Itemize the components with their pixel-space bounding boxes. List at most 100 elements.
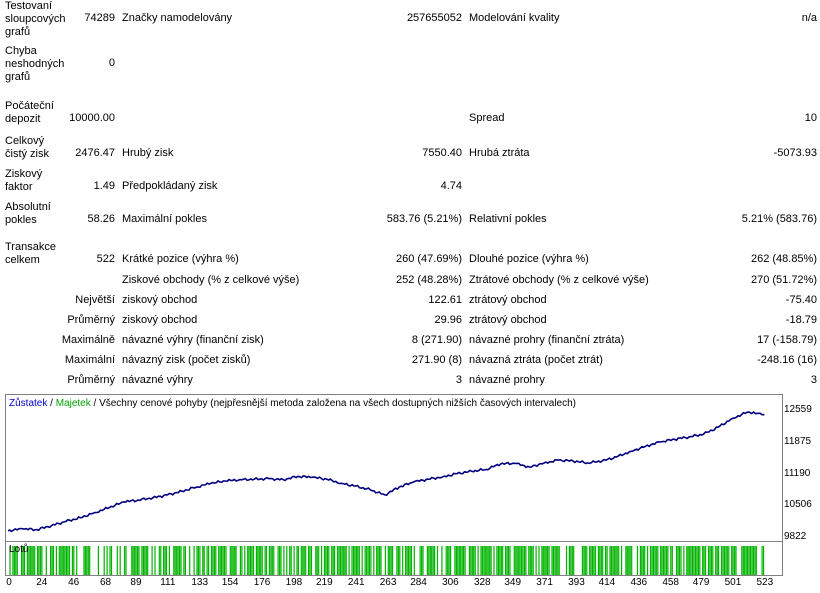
- lot-bar: [429, 546, 431, 575]
- balance-chart: Zůstatek / Majetek / Všechny cenové pohy…: [5, 394, 783, 543]
- y-tick-label: 12559: [784, 404, 812, 415]
- x-tick-label: 154: [221, 577, 239, 588]
- lot-bar: [741, 546, 743, 575]
- lot-bar: [293, 546, 295, 575]
- x-tick-label: 176: [253, 577, 271, 588]
- x-tick-label: 414: [598, 577, 616, 588]
- lot-bar: [490, 546, 492, 575]
- lot-bar: [448, 546, 450, 575]
- lot-bar: [141, 546, 143, 575]
- x-tick-label: 328: [473, 577, 491, 588]
- lot-bar: [373, 546, 375, 575]
- lot-bar: [265, 546, 268, 575]
- lot-bar: [308, 546, 310, 575]
- value-cell: 257655052: [406, 12, 462, 24]
- lot-bar: [500, 546, 502, 575]
- lot-bar: [687, 546, 689, 575]
- label-cell: Ziskové obchody (% z celkové výše): [122, 274, 300, 286]
- lot-bar: [450, 546, 452, 575]
- lot-bar: [432, 546, 434, 575]
- lot-bar: [538, 546, 540, 575]
- label-cell: návazné prohry (finanční ztráta): [469, 334, 625, 346]
- lot-bar: [434, 546, 436, 575]
- value-cell: n/a: [801, 12, 817, 24]
- lot-bar: [570, 546, 572, 575]
- lot-bar: [676, 546, 678, 575]
- lot-bar: [351, 546, 353, 575]
- lot-bar: [649, 546, 652, 575]
- lot-bar: [58, 546, 60, 575]
- lot-bar: [132, 546, 134, 575]
- x-tick-label: 219: [315, 577, 333, 588]
- lot-bar: [160, 546, 162, 575]
- lot-bar: [180, 546, 182, 575]
- lot-bar: [571, 546, 573, 575]
- lot-bar: [348, 546, 350, 575]
- lot-bar: [87, 546, 89, 575]
- lot-bar: [445, 546, 447, 575]
- lot-bar: [605, 546, 607, 575]
- lot-bar: [626, 546, 628, 575]
- lot-bar: [193, 546, 195, 575]
- lot-bar: [496, 546, 498, 575]
- lot-bar: [234, 546, 236, 575]
- lot-bar: [697, 546, 699, 575]
- lot-bar: [613, 546, 615, 575]
- x-tick-label: 393: [568, 577, 585, 588]
- lot-bar: [464, 546, 466, 575]
- lot-bar: [506, 546, 508, 575]
- lot-bar: [742, 546, 744, 575]
- lot-bar: [9, 546, 11, 575]
- lot-bar: [12, 546, 14, 575]
- lot-bar: [331, 546, 333, 575]
- x-tick-label: 133: [191, 577, 209, 588]
- lot-bar: [732, 546, 734, 575]
- lot-bar: [390, 546, 392, 575]
- x-tick-label: 436: [630, 577, 648, 588]
- x-tick-label: 479: [692, 577, 710, 588]
- lot-bar: [244, 546, 246, 575]
- lot-bar: [722, 546, 724, 575]
- lot-bar: [457, 546, 459, 575]
- lot-bar: [232, 546, 234, 575]
- lot-bar: [660, 546, 662, 575]
- lot-bar: [725, 546, 727, 575]
- label-cell: návazný zisk (počet zisků): [122, 354, 251, 366]
- value-cell: 252 (48.28%): [395, 274, 462, 286]
- lot-bar: [454, 546, 456, 575]
- lot-bar: [358, 546, 360, 575]
- lot-bar: [686, 546, 688, 575]
- lot-bar: [692, 546, 694, 575]
- lot-bar: [748, 546, 750, 575]
- lot-bar: [142, 546, 144, 575]
- lot-bar: [441, 546, 443, 575]
- lot-bar: [248, 546, 250, 575]
- lot-bar: [525, 546, 527, 575]
- lot-bar: [326, 546, 328, 575]
- lot-bar: [212, 546, 214, 575]
- lot-bar: [377, 546, 379, 575]
- lot-bar: [32, 546, 34, 575]
- lot-bar: [218, 546, 220, 575]
- lot-bar: [461, 546, 463, 575]
- lot-bar: [690, 546, 692, 575]
- lot-bar: [716, 546, 718, 575]
- lot-bar: [734, 546, 736, 575]
- lot-bar: [51, 546, 53, 575]
- lot-bar: [661, 546, 663, 575]
- lot-bar: [683, 546, 685, 575]
- lot-bar: [483, 546, 485, 575]
- lot-bar: [402, 546, 404, 575]
- label-cell: ztrátový obchod: [469, 314, 547, 326]
- label-cell: Transakce celkem: [5, 241, 56, 266]
- x-tick-label: 46: [68, 577, 80, 588]
- lot-bar: [519, 546, 521, 575]
- lot-bar: [489, 546, 491, 575]
- lot-bar: [600, 546, 602, 575]
- lot-bar: [581, 546, 583, 575]
- value-cell: 3: [810, 374, 817, 386]
- label-cell: Modelování kvality: [469, 12, 560, 24]
- lot-bar: [23, 546, 26, 575]
- lot-bar: [73, 546, 75, 575]
- lot-bar: [471, 546, 473, 575]
